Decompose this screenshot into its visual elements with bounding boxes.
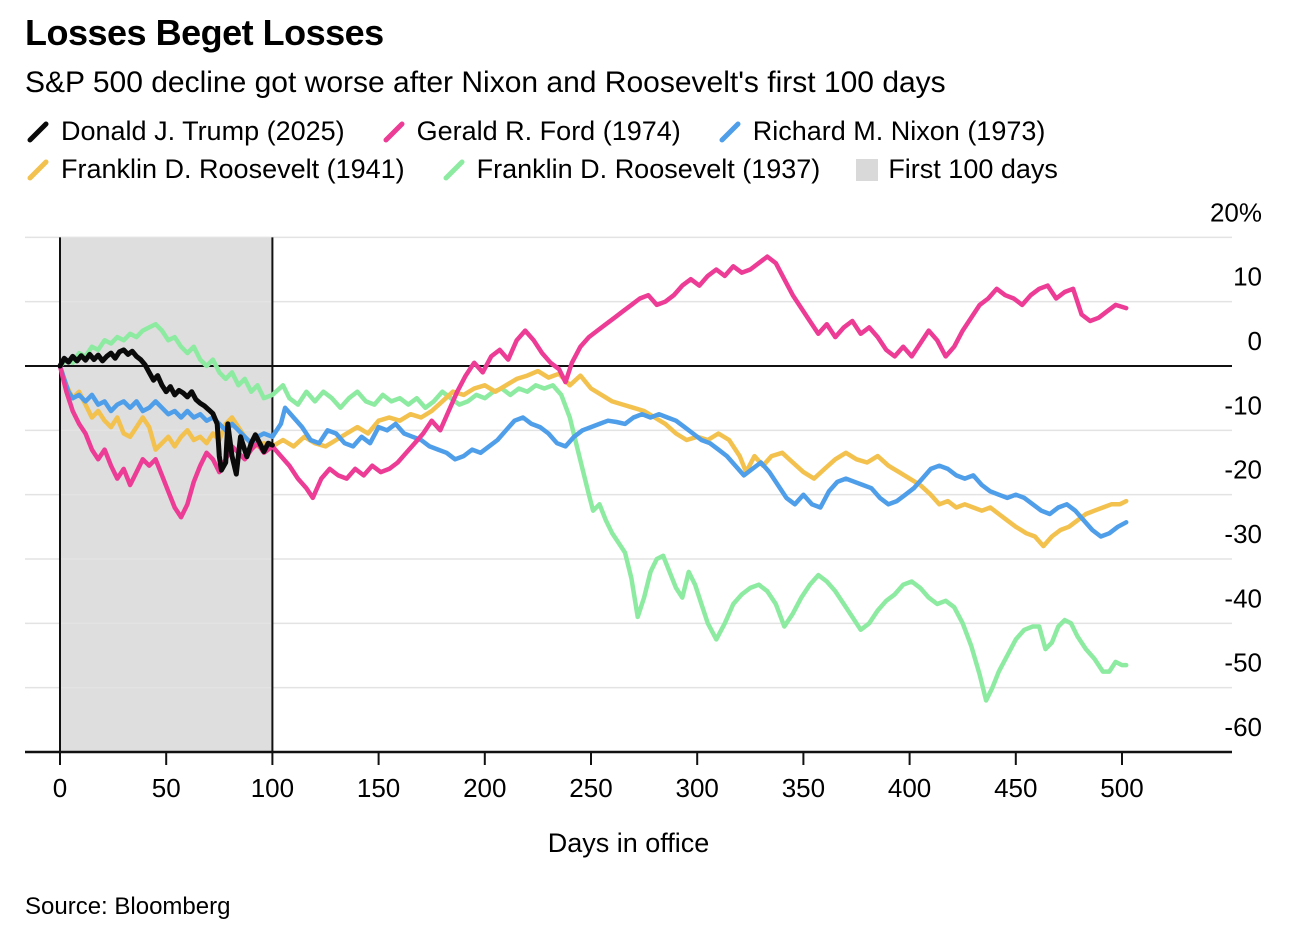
legend-item: Franklin D. Roosevelt (1941) bbox=[25, 154, 405, 185]
legend-label: Gerald R. Ford (1974) bbox=[416, 116, 681, 146]
legend-item: Franklin D. Roosevelt (1937) bbox=[441, 154, 821, 185]
series-line-ford-1974 bbox=[57, 254, 1129, 520]
legend-band-swatch-icon bbox=[856, 158, 879, 181]
legend: Donald J. Trump (2025) Gerald R. Ford (19… bbox=[25, 116, 1058, 185]
x-axis-label: 250 bbox=[569, 773, 612, 803]
series-line-trump-2025 bbox=[57, 347, 275, 477]
x-axis-label: 100 bbox=[251, 773, 294, 803]
legend-row-2: Franklin D. Roosevelt (1941) Franklin D. … bbox=[25, 154, 1058, 185]
y-axis-label: -20 bbox=[1224, 455, 1262, 485]
legend-slash-icon bbox=[27, 159, 49, 180]
legend-row-1: Donald J. Trump (2025) Gerald R. Ford (19… bbox=[25, 116, 1058, 147]
chart-subtitle: S&P 500 decline got worse after Nixon an… bbox=[25, 66, 946, 99]
source-note: Source: Bloomberg bbox=[25, 893, 231, 920]
x-axis-label: 300 bbox=[676, 773, 719, 803]
x-axis-title: Days in office bbox=[548, 828, 710, 858]
series-line-fdr-1941 bbox=[57, 363, 1129, 549]
series-line-nixon-1973 bbox=[57, 363, 1129, 539]
legend-item: Richard M. Nixon (1973) bbox=[717, 116, 1046, 147]
y-axis-label: -10 bbox=[1224, 390, 1262, 420]
legend-slash-icon bbox=[443, 159, 465, 180]
series-line-fdr-1937 bbox=[57, 321, 1129, 703]
y-axis-label: 20% bbox=[1210, 197, 1262, 227]
x-axis-label: 350 bbox=[782, 773, 825, 803]
y-axis-label: 10 bbox=[1233, 262, 1262, 292]
legend-label: Franklin D. Roosevelt (1937) bbox=[476, 154, 821, 184]
x-axis-label: 450 bbox=[994, 773, 1037, 803]
y-axis-label: -30 bbox=[1224, 519, 1262, 549]
y-axis-label: -40 bbox=[1224, 583, 1262, 613]
legend-label: Donald J. Trump (2025) bbox=[61, 116, 345, 146]
x-axis-label: 500 bbox=[1100, 773, 1143, 803]
legend-item: Gerald R. Ford (1974) bbox=[381, 116, 681, 147]
y-axis-label: -60 bbox=[1224, 712, 1262, 742]
legend-slash-icon bbox=[383, 121, 405, 142]
x-axis-label: 50 bbox=[152, 773, 181, 803]
legend-item: Donald J. Trump (2025) bbox=[25, 116, 345, 147]
x-axis-label: 0 bbox=[53, 773, 67, 803]
chart-title: Losses Beget Losses bbox=[25, 12, 384, 53]
x-axis-label: 400 bbox=[888, 773, 931, 803]
y-axis-label: 0 bbox=[1248, 326, 1262, 356]
legend-item: First 100 days bbox=[856, 154, 1058, 185]
x-axis-label: 200 bbox=[463, 773, 506, 803]
legend-slash-icon bbox=[27, 121, 49, 142]
legend-label: Richard M. Nixon (1973) bbox=[752, 116, 1046, 146]
legend-label: First 100 days bbox=[888, 154, 1058, 184]
legend-slash-icon bbox=[719, 121, 741, 142]
y-axis-label: -50 bbox=[1224, 648, 1262, 678]
legend-label: Franklin D. Roosevelt (1941) bbox=[61, 154, 405, 184]
x-axis-label: 150 bbox=[357, 773, 400, 803]
